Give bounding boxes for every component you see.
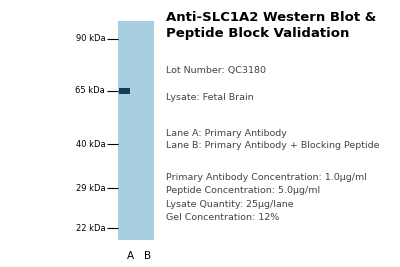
- Bar: [119, 88, 130, 94]
- Text: Lysate Quantity: 25µg/lane: Lysate Quantity: 25µg/lane: [166, 200, 294, 209]
- Text: 65 kDa: 65 kDa: [76, 86, 105, 95]
- Text: Lysate: Fetal Brain: Lysate: Fetal Brain: [166, 93, 254, 102]
- Text: 40 kDa: 40 kDa: [76, 140, 105, 149]
- Text: Anti-SLC1A2 Western Blot &
Peptide Block Validation: Anti-SLC1A2 Western Blot & Peptide Block…: [166, 11, 376, 40]
- Bar: [118, 21, 154, 240]
- Text: 29 kDa: 29 kDa: [76, 184, 105, 193]
- Text: 90 kDa: 90 kDa: [76, 34, 105, 43]
- Text: Primary Antibody Concentration: 1.0µg/ml: Primary Antibody Concentration: 1.0µg/ml: [166, 173, 367, 182]
- Text: B: B: [144, 251, 152, 261]
- Text: Peptide Concentration: 5.0µg/ml: Peptide Concentration: 5.0µg/ml: [166, 186, 320, 195]
- Text: Lane A: Primary Antibody: Lane A: Primary Antibody: [166, 129, 287, 138]
- Text: Gel Concentration: 12%: Gel Concentration: 12%: [166, 213, 279, 222]
- Text: Lot Number: QC3180: Lot Number: QC3180: [166, 66, 266, 75]
- Text: A: A: [126, 251, 134, 261]
- Text: 22 kDa: 22 kDa: [76, 224, 105, 233]
- Text: Lane B: Primary Antibody + Blocking Peptide: Lane B: Primary Antibody + Blocking Pept…: [166, 141, 380, 150]
